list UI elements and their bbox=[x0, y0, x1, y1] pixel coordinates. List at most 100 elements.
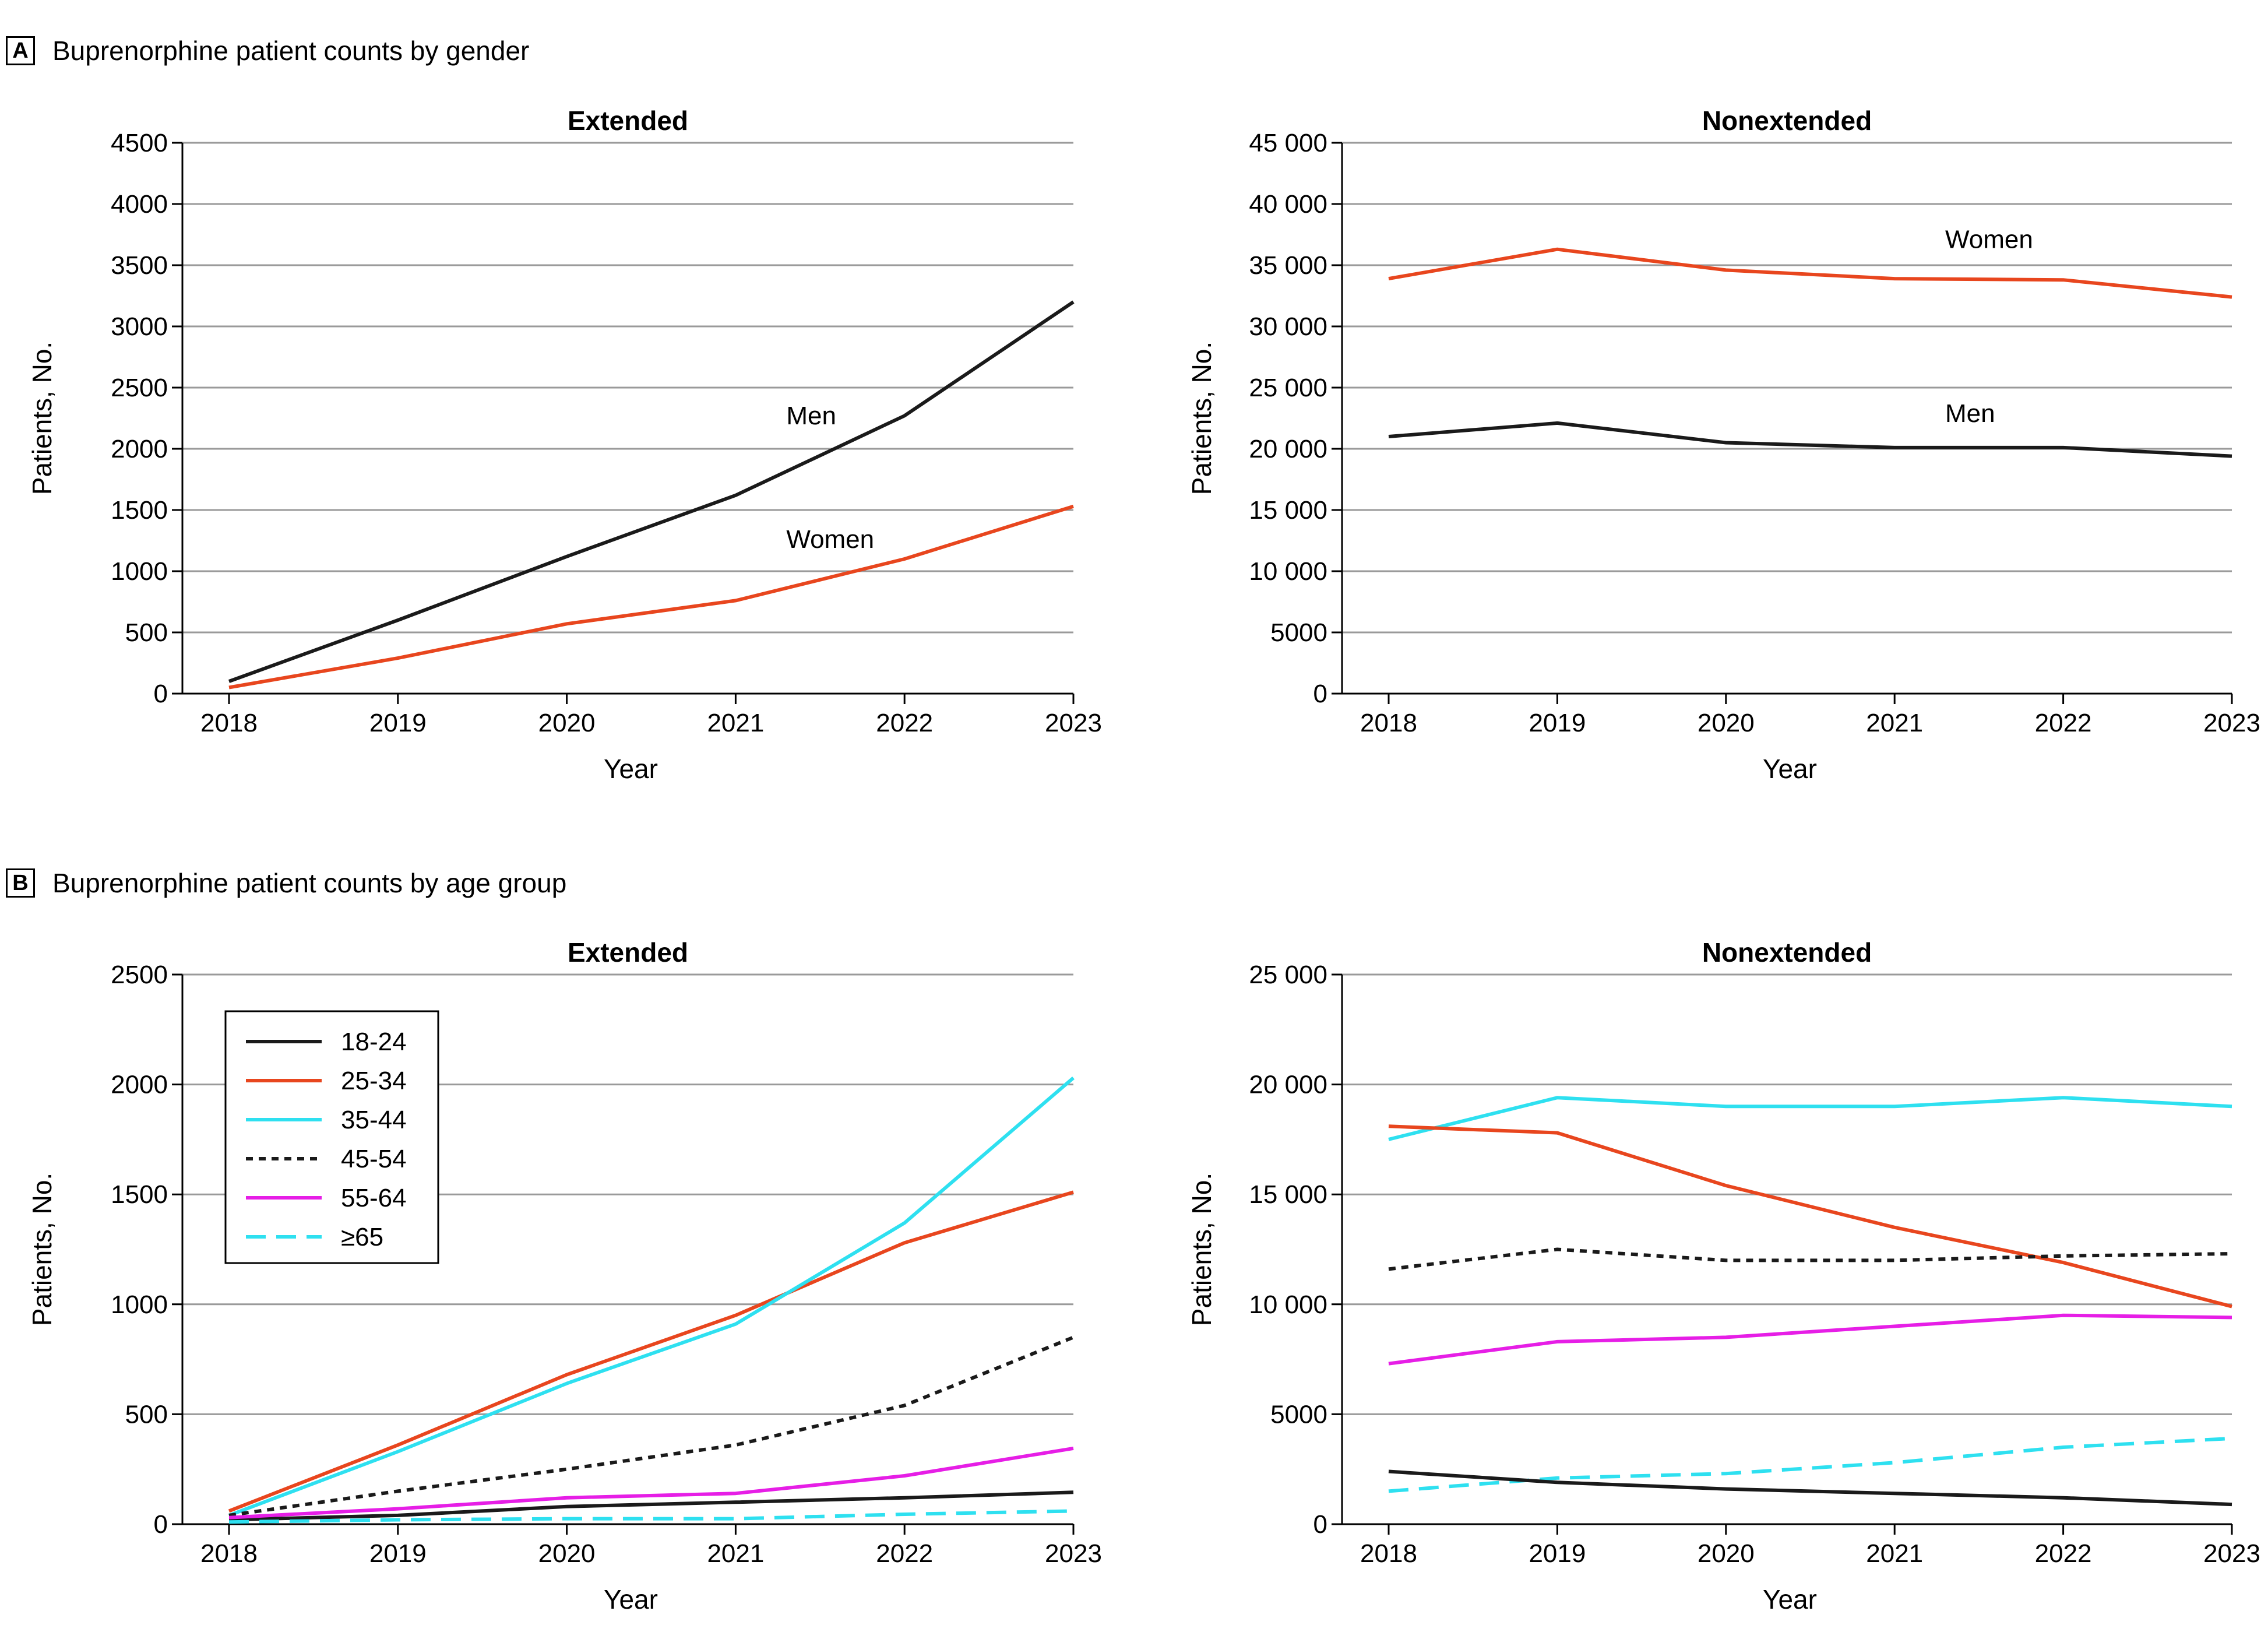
a-nonextended-ytick-label: 10 000 bbox=[1249, 557, 1327, 586]
a-nonextended-series-men bbox=[1388, 421, 2232, 458]
b-extended-legend-label: 45-54 bbox=[341, 1145, 407, 1173]
b-nonextended-xtick-label: 2022 bbox=[2035, 1539, 2092, 1568]
b-extended-xtick-label: 2018 bbox=[200, 1539, 258, 1568]
panel-b-label: B Buprenorphine patient counts by age gr… bbox=[6, 867, 566, 899]
b-nonextended-xlabel: Year bbox=[1763, 1584, 1817, 1615]
b-extended-title: Extended bbox=[568, 937, 688, 968]
a-extended-xtick-label: 2022 bbox=[876, 709, 933, 737]
b-extended-legend-label: ≥65 bbox=[341, 1223, 383, 1251]
a-nonextended-xtick-label: 2021 bbox=[1866, 709, 1923, 737]
b-nonextended-series-65 bbox=[1388, 1436, 2232, 1493]
a-extended-ylabel: Patients, No. bbox=[27, 342, 57, 495]
a-extended-ytick-label: 2500 bbox=[111, 374, 168, 402]
b-extended-ytick-label: 2500 bbox=[111, 961, 168, 989]
a-extended-ytick-label: 2000 bbox=[111, 435, 168, 463]
b-extended-series-18-24 bbox=[228, 1490, 1074, 1522]
b-extended-legend-label: 35-44 bbox=[341, 1106, 407, 1134]
b-nonextended-series-25-34 bbox=[1388, 1124, 2232, 1309]
b-nonextended-ytick-label: 5000 bbox=[1270, 1400, 1327, 1429]
a-nonextended-ytick-label: 30 000 bbox=[1249, 312, 1327, 341]
b-extended-ytick-label: 2000 bbox=[111, 1071, 168, 1099]
a-extended-ytick-label: 4500 bbox=[111, 129, 168, 157]
b-extended-xlabel: Year bbox=[604, 1584, 658, 1615]
b-extended-series-25-34 bbox=[228, 1190, 1074, 1513]
panel-a-letter: A bbox=[6, 36, 35, 65]
b-nonextended-ytick-label: 0 bbox=[1313, 1510, 1327, 1539]
b-nonextended-ytick-label: 25 000 bbox=[1249, 961, 1327, 989]
b-nonextended-xtick-label: 2021 bbox=[1866, 1539, 1923, 1568]
b-extended-xtick-label: 2023 bbox=[1045, 1539, 1102, 1568]
a-extended-xtick-label: 2023 bbox=[1045, 709, 1102, 737]
a-extended-xtick-label: 2021 bbox=[707, 709, 764, 737]
a-extended-ytick-label: 1000 bbox=[111, 557, 168, 586]
a-nonextended-series-women bbox=[1388, 247, 2232, 299]
b-nonextended-series-35-44 bbox=[1388, 1096, 2232, 1141]
a-nonextended-ytick-label: 35 000 bbox=[1249, 251, 1327, 280]
a-nonextended-series-label: Men bbox=[1945, 399, 1995, 428]
a-nonextended-xtick-label: 2022 bbox=[2035, 709, 2092, 737]
a-nonextended-title: Nonextended bbox=[1702, 105, 1872, 136]
a-extended-ytick-label: 0 bbox=[154, 680, 168, 708]
a-nonextended-xtick-label: 2023 bbox=[2203, 709, 2260, 737]
b-nonextended-series-55-64 bbox=[1388, 1313, 2232, 1366]
a-nonextended-xtick-label: 2020 bbox=[1698, 709, 1755, 737]
a-nonextended-xtick-label: 2018 bbox=[1360, 709, 1417, 737]
a-extended-xtick-label: 2020 bbox=[538, 709, 596, 737]
a-extended-series-label: Men bbox=[786, 402, 836, 430]
b-extended-ytick-label: 500 bbox=[125, 1400, 168, 1429]
b-extended-ytick-label: 1000 bbox=[111, 1290, 168, 1319]
a-nonextended-ytick-label: 5000 bbox=[1270, 618, 1327, 647]
a-extended-title: Extended bbox=[568, 105, 688, 136]
b-extended-legend-box bbox=[224, 1010, 439, 1264]
a-extended-series-men bbox=[228, 300, 1075, 683]
b-extended-series-65 bbox=[228, 1509, 1074, 1524]
b-nonextended-ylabel: Patients, No. bbox=[1186, 1173, 1217, 1326]
b-extended-series-45-54 bbox=[228, 1335, 1075, 1517]
b-nonextended-series-45-54 bbox=[1388, 1247, 2232, 1271]
a-extended-xtick-label: 2019 bbox=[369, 709, 427, 737]
b-nonextended-xtick-label: 2020 bbox=[1698, 1539, 1755, 1568]
a-extended-series-women bbox=[228, 504, 1074, 690]
b-extended-legend-label: 55-64 bbox=[341, 1184, 407, 1212]
a-nonextended-series-label: Women bbox=[1945, 226, 2033, 254]
a-nonextended-ylabel: Patients, No. bbox=[1186, 342, 1217, 495]
b-extended-xtick-label: 2020 bbox=[538, 1539, 596, 1568]
b-extended-ytick-label: 0 bbox=[154, 1510, 168, 1539]
b-extended-xtick-label: 2021 bbox=[707, 1539, 764, 1568]
a-extended-xlabel: Year bbox=[604, 754, 658, 784]
b-extended-ytick-label: 1500 bbox=[111, 1180, 168, 1209]
b-extended-series-55-64 bbox=[228, 1446, 1074, 1520]
a-extended-xtick-label: 2018 bbox=[200, 709, 258, 737]
b-extended-legend-label: 25-34 bbox=[341, 1067, 407, 1095]
a-extended-series-label: Women bbox=[786, 525, 874, 554]
b-extended-legend-label: 18-24 bbox=[341, 1028, 407, 1056]
a-nonextended-ytick-label: 45 000 bbox=[1249, 129, 1327, 157]
a-extended-ytick-label: 4000 bbox=[111, 190, 168, 219]
b-nonextended-xtick-label: 2019 bbox=[1529, 1539, 1586, 1568]
b-nonextended-ytick-label: 10 000 bbox=[1249, 1290, 1327, 1319]
a-nonextended-xlabel: Year bbox=[1763, 754, 1817, 784]
b-nonextended-title: Nonextended bbox=[1702, 937, 1872, 968]
b-extended-xtick-label: 2022 bbox=[876, 1539, 933, 1568]
b-nonextended-ytick-label: 20 000 bbox=[1249, 1071, 1327, 1099]
b-extended-series-35-44 bbox=[228, 1077, 1075, 1517]
b-nonextended-ytick-label: 15 000 bbox=[1249, 1180, 1327, 1209]
panel-b-title: Buprenorphine patient counts by age grou… bbox=[52, 868, 567, 898]
a-nonextended-ytick-label: 20 000 bbox=[1249, 435, 1327, 463]
a-nonextended-ytick-label: 0 bbox=[1313, 680, 1327, 708]
panel-a-title: Buprenorphine patient counts by gender bbox=[52, 36, 530, 66]
b-extended-ylabel: Patients, No. bbox=[27, 1173, 57, 1326]
b-nonextended-xtick-label: 2018 bbox=[1360, 1539, 1417, 1568]
a-nonextended-xtick-label: 2019 bbox=[1529, 709, 1586, 737]
b-nonextended-series-18-24 bbox=[1388, 1469, 2232, 1507]
a-extended-ytick-label: 1500 bbox=[111, 496, 168, 525]
a-nonextended-ytick-label: 15 000 bbox=[1249, 496, 1327, 525]
a-nonextended-ytick-label: 40 000 bbox=[1249, 190, 1327, 219]
a-extended-ytick-label: 3500 bbox=[111, 251, 168, 280]
panel-a-label: A Buprenorphine patient counts by gender bbox=[6, 35, 529, 66]
b-extended-xtick-label: 2019 bbox=[369, 1539, 427, 1568]
b-nonextended-xtick-label: 2023 bbox=[2203, 1539, 2260, 1568]
a-extended-ytick-label: 500 bbox=[125, 618, 168, 647]
a-extended-ytick-label: 3000 bbox=[111, 312, 168, 341]
